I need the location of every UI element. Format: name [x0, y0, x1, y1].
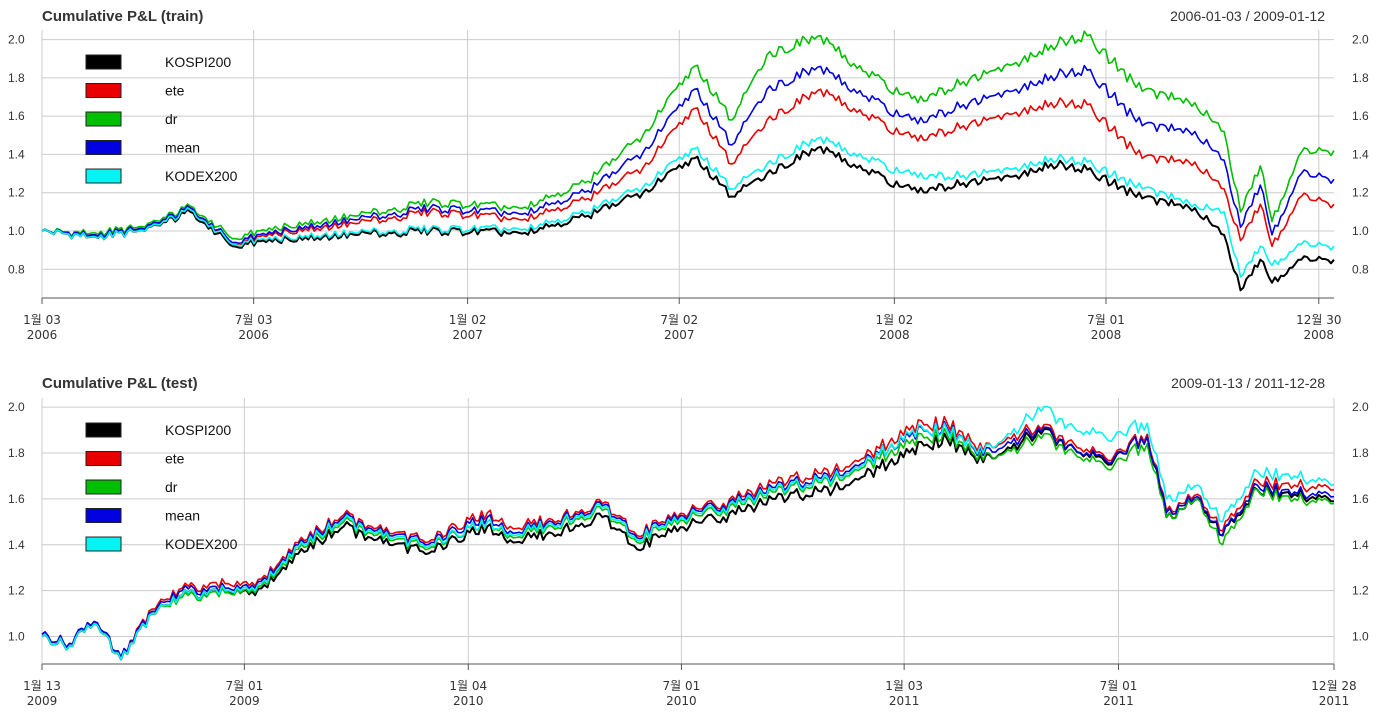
x-tick-year-label: 2008: [879, 328, 910, 342]
y-tick-label-left: 0.8: [8, 262, 25, 276]
x-tick-label: 7월 01: [225, 679, 263, 693]
x-tick-label: 1월 13: [23, 679, 61, 693]
train-panel: Cumulative P&L (train) 2006-01-03 / 2009…: [8, 8, 1369, 342]
x-tick-label: 1월 03: [885, 679, 923, 693]
x-tick-year-label: 2011: [1319, 694, 1350, 708]
train-legend: KOSPI200 ete dr mean KODEX200: [85, 54, 238, 184]
y-tick-label-left: 1.0: [8, 224, 25, 238]
y-tick-label-right: 1.8: [1352, 446, 1369, 460]
y-tick-label-right: 2.0: [1352, 33, 1369, 47]
x-tick-label: 1월 04: [449, 679, 487, 693]
series-line-ete: [41, 88, 1335, 248]
legend-label-kodex200: KODEX200: [165, 536, 238, 552]
legend-swatch-kodex200: [85, 536, 122, 552]
x-tick-label: 12월 30: [1296, 313, 1341, 327]
y-tick-label-left: 1.6: [8, 109, 25, 123]
legend-swatch-ete: [85, 451, 122, 466]
legend-swatch-dr: [85, 479, 122, 495]
series-line-dr: [41, 427, 1335, 661]
x-tick-label: 7월 01: [663, 679, 701, 693]
x-tick-label: 1월 02: [875, 313, 913, 327]
train-title: Cumulative P&L (train): [42, 8, 203, 25]
x-tick-year-label: 2010: [453, 694, 484, 708]
series-line-kospi200: [41, 145, 1335, 292]
y-tick-label-right: 1.0: [1352, 224, 1369, 238]
y-tick-label-left: 1.8: [8, 71, 25, 85]
legend-label-ete: ete: [165, 83, 185, 99]
y-tick-label-left: 1.2: [8, 186, 25, 200]
y-tick-label-right: 1.2: [1352, 584, 1369, 598]
legend-label-dr: dr: [165, 479, 178, 495]
x-tick-year-label: 2009: [27, 694, 58, 708]
y-tick-label-left: 1.2: [8, 584, 25, 598]
x-tick-year-label: 2011: [1103, 694, 1134, 708]
series-line-dr: [41, 30, 1335, 241]
train-date-range: 2006-01-03 / 2009-01-12: [1170, 8, 1325, 24]
test-panel: Cumulative P&L (test) 2009-01-13 / 2011-…: [8, 375, 1369, 708]
y-tick-label-left: 1.8: [8, 446, 25, 460]
y-tick-label-right: 1.8: [1352, 71, 1369, 85]
x-tick-label: 7월 03: [235, 313, 273, 327]
legend-label-mean: mean: [165, 140, 200, 156]
x-tick-year-label: 2011: [889, 694, 920, 708]
x-tick-year-label: 2010: [666, 694, 697, 708]
series-line-kodex200: [41, 136, 1335, 278]
legend-swatch-dr: [85, 111, 122, 127]
x-tick-label: 12월 28: [1311, 679, 1356, 693]
x-tick-year-label: 2007: [452, 328, 483, 342]
x-tick-year-label: 2008: [1091, 328, 1122, 342]
series-line-mean: [41, 420, 1335, 658]
x-tick-year-label: 2006: [27, 328, 58, 342]
x-tick-label: 1월 03: [23, 313, 61, 327]
y-tick-label-left: 2.0: [8, 33, 25, 47]
legend-label-kospi200: KOSPI200: [165, 54, 231, 70]
y-tick-label-left: 1.4: [8, 538, 25, 552]
x-tick-label: 7월 01: [1100, 679, 1138, 693]
y-tick-label-right: 1.2: [1352, 186, 1369, 200]
y-tick-label-left: 2.0: [8, 400, 25, 414]
legend-label-dr: dr: [165, 111, 178, 127]
x-tick-label: 7월 01: [1087, 313, 1125, 327]
x-tick-year-label: 2007: [664, 328, 695, 342]
x-tick-label: 7월 02: [660, 313, 698, 327]
x-tick-label: 1월 02: [449, 313, 487, 327]
series-line-kodex200: [41, 405, 1334, 661]
legend-swatch-kospi200: [85, 54, 122, 70]
legend-swatch-kodex200: [85, 168, 122, 184]
y-tick-label-right: 0.8: [1352, 262, 1369, 276]
y-tick-label-right: 1.0: [1352, 629, 1369, 643]
y-tick-label-left: 1.6: [8, 492, 25, 506]
train-y-axis: 0.8 0.8 1.0 1.0 1.2 1.2 1.4 1.4 1.6 1.6 1.8 1.8 2.0 2…: [8, 33, 1369, 277]
test-y-axis: 1.0 1.0 1.2 1.2 1.4 1.4 1.6 1.6 1.8 1.8 2.0 2.0: [8, 400, 1369, 643]
series-line-mean: [41, 64, 1335, 244]
legend-label-kospi200: KOSPI200: [165, 422, 231, 438]
y-tick-label-right: 1.4: [1352, 147, 1369, 161]
test-date-range: 2009-01-13 / 2011-12-28: [1171, 375, 1325, 391]
y-tick-label-right: 1.4: [1352, 538, 1369, 552]
y-tick-label-right: 2.0: [1352, 400, 1369, 414]
y-tick-label-right: 1.6: [1352, 492, 1369, 506]
y-tick-label-right: 1.6: [1352, 109, 1369, 123]
legend-swatch-ete: [85, 83, 122, 98]
y-tick-label-left: 1.0: [8, 629, 25, 643]
legend-label-kodex200: KODEX200: [165, 168, 238, 184]
legend-label-mean: mean: [165, 508, 200, 524]
series-line-ete: [41, 415, 1335, 658]
legend-label-ete: ete: [165, 451, 185, 467]
legend-swatch-mean: [85, 508, 122, 523]
legend-swatch-kospi200: [85, 422, 122, 438]
y-tick-label-left: 1.4: [8, 147, 25, 161]
train-series-lines: [41, 30, 1335, 292]
test-title: Cumulative P&L (test): [42, 375, 198, 392]
test-series-lines: [41, 405, 1335, 661]
x-tick-year-label: 2006: [238, 328, 269, 342]
x-tick-year-label: 2008: [1304, 328, 1335, 342]
legend-swatch-mean: [85, 140, 122, 155]
x-tick-year-label: 2009: [229, 694, 260, 708]
test-legend: KOSPI200 ete dr mean KODEX200: [85, 422, 238, 552]
